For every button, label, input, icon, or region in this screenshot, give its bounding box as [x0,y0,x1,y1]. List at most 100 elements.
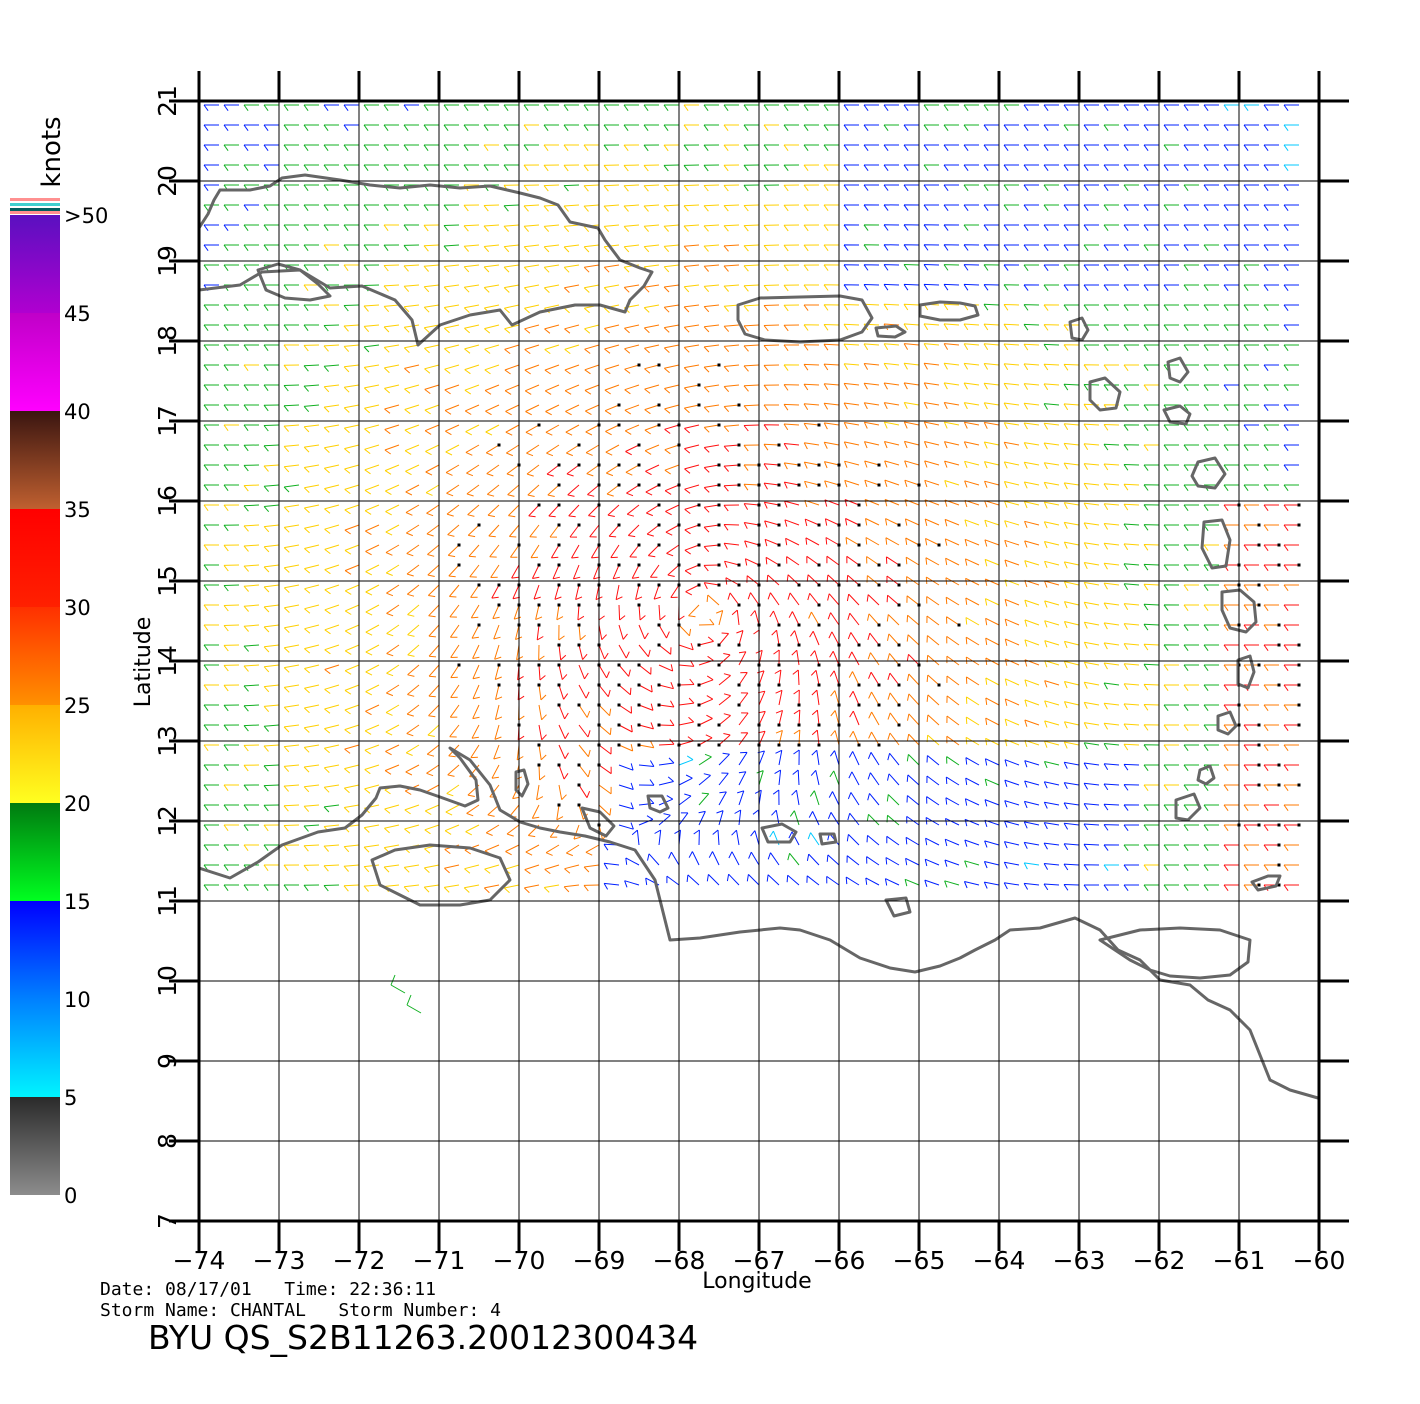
wind-barb [1263,784,1279,791]
wind-barb [1023,124,1039,131]
wind-barb [663,144,680,152]
wind-barb [223,664,240,672]
rain-flag [1277,623,1281,627]
wind-barb [646,524,660,537]
wind-barb [404,364,420,374]
wind-barb [445,464,460,476]
rain-flag [857,683,861,687]
wind-barb [1023,204,1039,211]
wind-barb [585,844,600,856]
rain-flag [537,623,541,627]
wind-barb [523,184,540,192]
y-tick-label: 16 [153,485,182,517]
wind-barb [1003,164,1019,171]
wind-barb [243,124,259,131]
wind-barb [943,144,959,151]
wind-barb [823,461,840,469]
wind-barb [716,610,724,626]
wind-barb [923,184,939,191]
wind-barb [363,824,380,833]
wind-barb [1143,384,1159,391]
wind-barb [793,709,801,726]
wind-barb [823,184,839,191]
wind-barb [503,884,520,894]
wind-barb [984,500,1000,508]
wind-barb [823,204,839,211]
wind-barb [765,556,780,566]
wind-barb [483,224,500,232]
wind-barb [1163,224,1179,231]
wind-barb [403,324,420,333]
wind-barb [906,634,920,646]
wind-barb [343,144,359,151]
wind-barb [618,802,634,810]
wind-barb [1283,544,1299,551]
wind-barb [428,624,440,638]
wind-barb [803,124,819,131]
wind-barb [823,144,839,151]
wind-barb [983,104,999,111]
wind-barb [323,744,340,754]
wind-barb [471,724,480,739]
wind-barb [467,524,480,538]
wind-barb [1123,523,1140,531]
wind-barb [445,444,460,456]
wind-barb [807,832,820,846]
wind-barb [886,614,900,626]
wind-barb [823,264,840,271]
wind-barb [983,323,1000,331]
wind-barb [883,441,900,449]
wind-barb [1123,424,1140,431]
wind-barb [625,464,640,476]
wind-barb [923,164,939,171]
wind-barb [584,384,600,395]
wind-barb [684,424,700,434]
colorbar-tick-label: 40 [64,400,91,424]
wind-barb [464,404,480,415]
wind-barb [444,364,460,374]
wind-barb [788,611,800,626]
rain-flag [897,683,901,687]
wind-barb [423,864,440,873]
y-tick-label: 21 [153,85,182,117]
wind-barb [564,364,580,375]
wind-barb [924,518,940,527]
wind-barb [263,724,280,732]
wind-barb [624,424,640,435]
wind-barb [1063,284,1079,291]
wind-barb [625,857,640,866]
wind-barb [926,734,940,746]
wind-barb [1063,244,1079,251]
wind-barb [1183,744,1199,751]
wind-barb [883,224,900,231]
wind-barb [631,829,640,846]
wind-barb [743,284,760,292]
wind-barb [283,124,299,131]
wind-barb [323,444,340,453]
wind-barb [703,582,720,590]
wind-barb [1083,864,1100,871]
wind-barb [863,144,879,151]
wind-barb [603,284,620,293]
wind-barb [823,104,839,111]
wind-barb [1223,464,1239,471]
wind-barb [1023,402,1040,410]
wind-barb [1043,204,1059,211]
wind-barb [343,804,360,813]
wind-barb [450,684,460,698]
rain-flag [557,503,561,507]
rain-flag [657,483,661,487]
wind-barb [688,604,700,618]
wind-barb [563,244,580,253]
wind-barb [604,324,620,334]
wind-barb [203,104,219,111]
wind-barb [343,864,360,872]
wind-barb [703,284,720,293]
wind-barb [243,164,259,171]
wind-barb [803,144,819,151]
wind-barb [1283,824,1299,831]
wind-barb [1103,743,1120,750]
wind-barb [843,323,860,331]
wind-barb [784,519,800,527]
wind-barb [1163,644,1180,651]
